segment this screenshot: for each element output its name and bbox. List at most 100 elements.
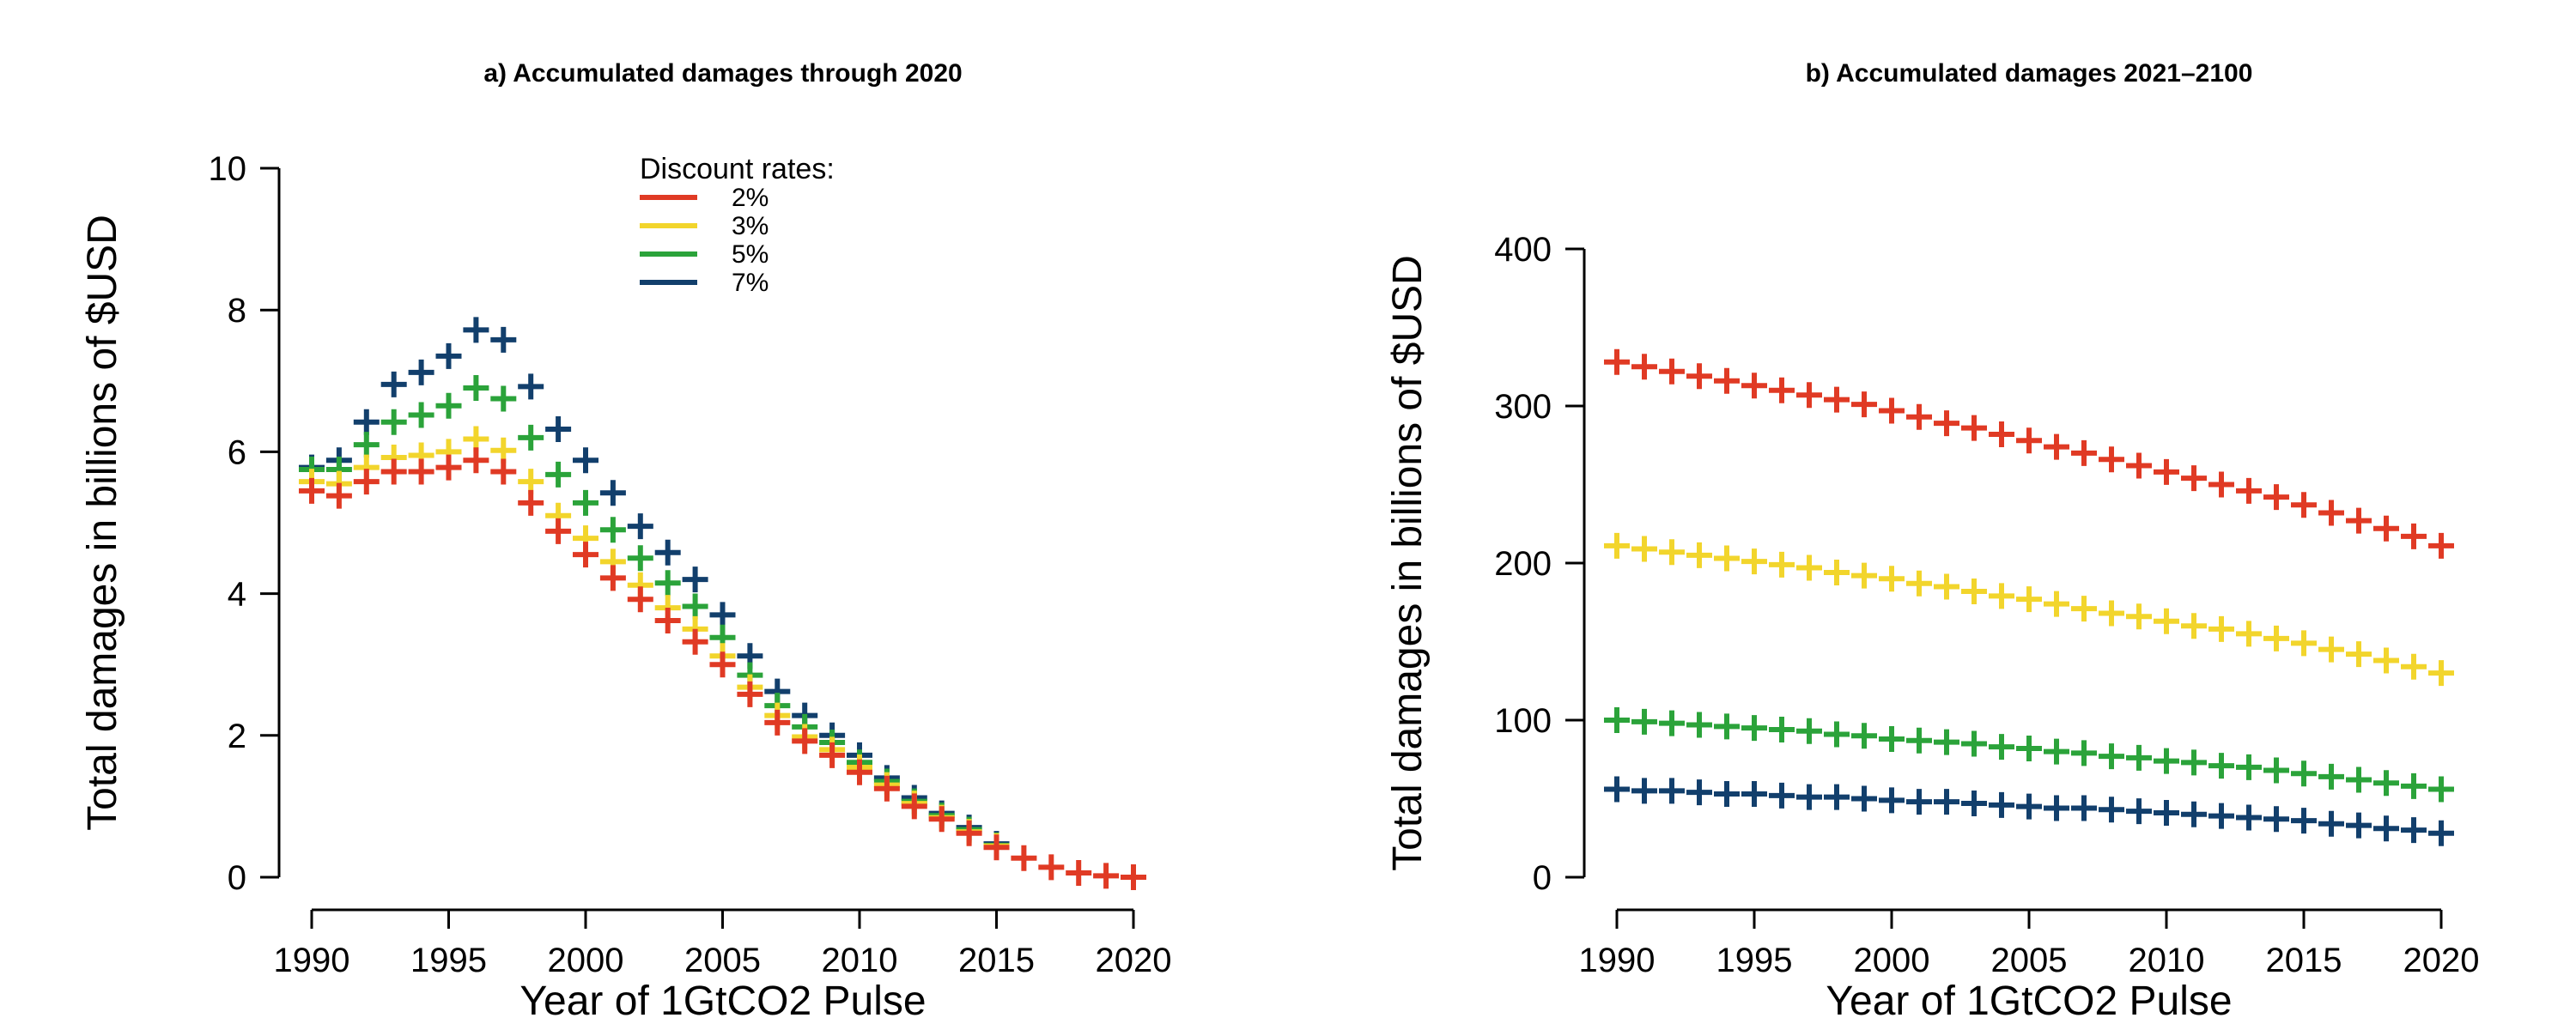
panel-b-point (1686, 542, 1712, 568)
panel-b-point (1741, 781, 1767, 808)
panel-b-x-tick-label: 2010 (2129, 942, 2205, 979)
panel-b-point (2099, 743, 2124, 770)
panel-b-point (1741, 715, 1767, 742)
panel-a-point (654, 539, 681, 566)
panel-a-point (490, 458, 517, 485)
panel-a-point (380, 409, 407, 435)
panel-b-point (2263, 757, 2289, 784)
panel-b-point (1714, 367, 1740, 394)
panel-b-point (2291, 760, 2317, 787)
panel-b-point (2373, 815, 2399, 842)
panel-b-point (2373, 770, 2399, 797)
panel-b-point (1961, 790, 1987, 816)
panel-b-point (2154, 748, 2179, 774)
panel-b-point (2263, 625, 2289, 651)
panel-b-point (2126, 798, 2152, 825)
panel-b-y-tick-label: 400 (1494, 231, 1552, 269)
panel-b-point (2373, 647, 2399, 674)
panel-b-point (1906, 570, 1932, 597)
panel-a-point (819, 742, 846, 768)
panel-a-point (380, 371, 407, 397)
panel-b-point (2346, 766, 2372, 793)
panel-a-x-tick-label: 2020 (1096, 942, 1172, 979)
panel-b-point (2401, 772, 2427, 799)
panel-a-point (545, 415, 572, 442)
panel-b-series-5pct (1604, 707, 2454, 803)
panel-a-point (764, 709, 791, 736)
panel-b-point (2016, 427, 2042, 454)
panel-b-point (2318, 810, 2344, 837)
panel-b-point (2071, 596, 2097, 622)
panel-a-point (573, 542, 598, 568)
panel-b-point (2208, 471, 2234, 498)
panel-b-point (2099, 446, 2124, 473)
panel-a-point (353, 469, 380, 495)
panel-b-y-axis-label: Total damages in billions of $USD (1385, 255, 1431, 871)
panel-b-point (2154, 608, 2179, 634)
panel-b-point (2016, 586, 2042, 613)
panel-b-point (2126, 452, 2152, 479)
panel-a-point (408, 458, 434, 485)
panel-b-y-tick-label: 300 (1494, 388, 1552, 426)
panel-b-point (1604, 532, 1630, 559)
panel-b-series-7pct (1604, 776, 2454, 846)
panel-b-point (2208, 615, 2234, 642)
panel-a-point (873, 775, 900, 802)
panel-a-point (1093, 863, 1120, 889)
panel-b-point (2236, 477, 2262, 504)
legend: Discount rates:2%3%5%7% (640, 153, 835, 297)
panel-b-x-axis-label: Year of 1GtCO2 Pulse (1826, 978, 2232, 1024)
panel-a-point (709, 602, 736, 628)
panel-b-point (1906, 789, 1932, 815)
panel-a-y-tick-label: 4 (228, 576, 246, 614)
panel-b-point (2263, 484, 2289, 511)
panel-b-point (1934, 573, 1959, 600)
panel-b-point (2126, 744, 2152, 771)
panel-b-point (1961, 730, 1987, 757)
panel-b-point (2016, 793, 2042, 820)
panel-b-point (2428, 820, 2454, 846)
panel-a-point (956, 820, 982, 846)
panel-a-x-tick-label: 2010 (822, 942, 898, 979)
legend-label: 7% (732, 269, 769, 297)
panel-a-point (573, 447, 598, 474)
panel-a-point (1066, 860, 1092, 887)
panel-a-point (599, 480, 626, 506)
panel-b-series-2pct (1604, 348, 2454, 559)
panel-b: b) Accumulated damages 2021–2100 0 100 200 3… (1385, 59, 2479, 1024)
panel-a-point (737, 681, 763, 707)
panel-b-point (1796, 784, 1822, 810)
panel-a-x-axis-label: Year of 1GtCO2 Pulse (519, 978, 926, 1024)
panel-a-point (490, 385, 517, 412)
panel-b-y-tick-label: 200 (1494, 545, 1552, 583)
panel-b-point (1879, 787, 1905, 814)
panel-b-point (2208, 803, 2234, 829)
panel-b-point (1906, 727, 1932, 754)
panel-b-point (1989, 791, 2014, 818)
panel-a-point (682, 593, 708, 620)
panel-b-point (1741, 373, 1767, 399)
panel-b-point (1879, 397, 1905, 424)
panel-b-point (1989, 734, 2014, 760)
panel-b-point (2044, 591, 2069, 617)
panel-a-x-tick-label: 1995 (410, 942, 487, 979)
panel-a-point (627, 586, 653, 613)
panel-b-point (1851, 785, 1877, 812)
panel-b-point (2428, 532, 2454, 559)
panel-a-x-tick-label: 2005 (684, 942, 761, 979)
panel-b-point (1989, 421, 2014, 447)
panel-a-point (709, 651, 736, 678)
panel-b-x-tick-label: 2005 (1991, 942, 2068, 979)
panel-a-series-7pct (299, 317, 1010, 857)
panel-b-point (2263, 806, 2289, 833)
panel-a-point (627, 513, 653, 540)
panel-b-point (2373, 515, 2399, 542)
panel-b-point (1796, 718, 1822, 744)
panel-b-y-tick-label: 100 (1494, 702, 1552, 740)
panel-a-y-tick-label: 8 (228, 292, 246, 330)
panel-a: a) Accumulated damages through 2020 0 2 4 6 8… (80, 59, 1171, 1024)
panel-b-point (1714, 545, 1740, 572)
panel-b-point (2318, 500, 2344, 526)
panel-b-point (2318, 636, 2344, 663)
